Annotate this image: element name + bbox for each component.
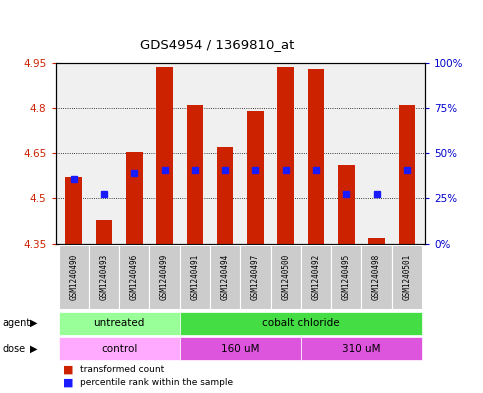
Text: ▶: ▶ [30,318,38,328]
Bar [58,245,89,309]
Bar [217,147,233,244]
Bar [96,220,113,244]
Bar [368,238,385,244]
Bar [186,105,203,244]
Text: cobalt chloride: cobalt chloride [262,318,340,328]
Bar [58,337,180,360]
Bar [119,245,149,309]
Text: GSM1240497: GSM1240497 [251,254,260,300]
Text: GSM1240499: GSM1240499 [160,254,169,300]
Bar [241,245,270,309]
Text: GSM1240498: GSM1240498 [372,254,381,300]
Text: GSM1240492: GSM1240492 [312,254,321,300]
Bar [277,68,294,244]
Text: percentile rank within the sample: percentile rank within the sample [80,378,233,387]
Bar [180,337,301,360]
Text: 160 uM: 160 uM [221,344,259,354]
Text: untreated: untreated [93,318,145,328]
Text: 310 uM: 310 uM [342,344,381,354]
Text: GDS4954 / 1369810_at: GDS4954 / 1369810_at [140,38,295,51]
Bar [58,312,180,335]
Text: control: control [101,344,137,354]
Bar [308,69,325,244]
Text: GSM1240501: GSM1240501 [402,254,412,300]
Bar [398,105,415,244]
Bar [338,165,355,244]
Text: GSM1240494: GSM1240494 [221,254,229,300]
Bar [270,245,301,309]
Bar [301,245,331,309]
Text: transformed count: transformed count [80,365,164,374]
Bar [180,312,422,335]
Text: agent: agent [2,318,30,328]
Text: GSM1240491: GSM1240491 [190,254,199,300]
Bar [126,152,142,244]
Bar [65,177,82,244]
Bar [331,245,361,309]
Bar [361,245,392,309]
Bar [180,245,210,309]
Text: GSM1240496: GSM1240496 [130,254,139,300]
Bar [392,245,422,309]
Bar [210,245,241,309]
Text: dose: dose [2,344,26,354]
Text: GSM1240493: GSM1240493 [99,254,109,300]
Text: ▶: ▶ [30,344,38,354]
Bar [89,245,119,309]
Bar [149,245,180,309]
Bar [156,68,173,244]
Bar [301,337,422,360]
Text: GSM1240495: GSM1240495 [342,254,351,300]
Text: GSM1240490: GSM1240490 [69,254,78,300]
Text: GSM1240500: GSM1240500 [281,254,290,300]
Text: ■: ■ [63,365,73,375]
Text: ■: ■ [63,377,73,387]
Bar [247,111,264,244]
